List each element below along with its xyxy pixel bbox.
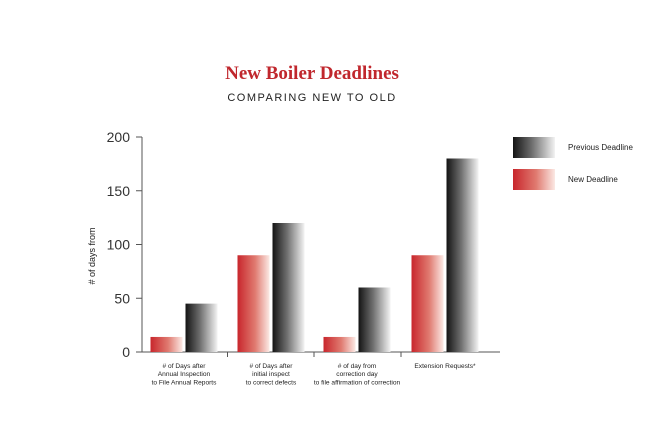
y-tick-label: 100 — [107, 237, 131, 253]
y-tick-label: 50 — [114, 290, 130, 306]
bar-previous-deadline — [446, 158, 479, 352]
category-label: # of Days after Annual Inspection to File … — [152, 363, 218, 386]
category-label: Extension Requests* — [414, 363, 476, 370]
bar-previous-deadline — [272, 223, 305, 352]
legend-label: New Deadline — [568, 175, 618, 184]
chart-title: New Boiler Deadlines — [225, 63, 399, 84]
category-label: # of day from correction day to file affir… — [314, 363, 401, 386]
y-axis-label: # of days from — [87, 227, 97, 284]
legend-swatch — [513, 169, 555, 190]
y-tick-label: 150 — [107, 183, 131, 199]
bar-new-deadline — [150, 336, 183, 352]
bar-new-deadline — [411, 255, 444, 352]
legend-swatch — [513, 137, 555, 158]
y-tick-label: 0 — [122, 344, 130, 360]
bar-previous-deadline — [185, 303, 218, 352]
bars — [150, 158, 479, 352]
bar-new-deadline — [237, 255, 270, 352]
bar-new-deadline — [323, 336, 356, 352]
chart-subtitle: COMPARING NEW TO OLD — [227, 92, 396, 104]
y-tick-label: 200 — [107, 129, 131, 145]
legend-label: Previous Deadline — [568, 143, 633, 152]
legend: Previous Deadline New Deadline — [513, 137, 633, 190]
y-ticks: 0 50 100 150 200 — [107, 129, 142, 360]
category-labels: # of Days after Annual Inspection to File … — [152, 363, 476, 386]
bar-previous-deadline — [358, 287, 391, 352]
category-label: # of Days after initial inspect to correct… — [246, 363, 297, 386]
